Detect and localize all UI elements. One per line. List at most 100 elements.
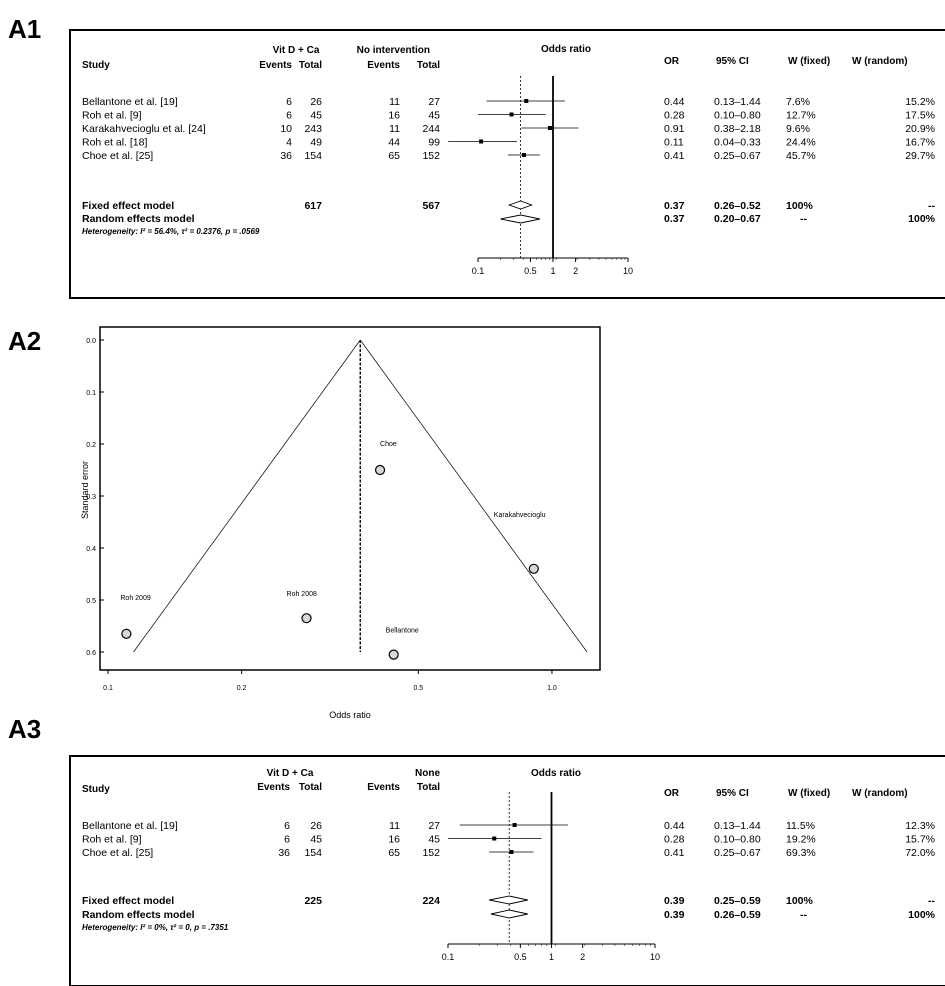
a1-row-e1: 4 — [286, 137, 292, 149]
a1-row-n1: 49 — [310, 137, 322, 149]
a1-row-wf: 45.7% — [786, 150, 816, 162]
a1-tick-label: 10 — [623, 266, 633, 276]
a2-plot-area — [99, 326, 601, 671]
a1-random-wf: -- — [800, 213, 807, 225]
a1-row-n2: 27 — [428, 96, 440, 108]
a1-tick-label: 0.5 — [524, 266, 537, 276]
a3-row-e1: 36 — [278, 847, 290, 859]
a3-header-wfixed: W (fixed) — [788, 788, 830, 799]
a3-tick-label: 1 — [549, 952, 554, 962]
a3-row-wr: 15.7% — [905, 834, 935, 846]
a1-row-or: 0.28 — [664, 110, 685, 122]
panel-label-a2: A2 — [8, 326, 42, 356]
a1-row-or: 0.91 — [664, 123, 685, 135]
a2-point-label: Roh 2008 — [287, 591, 317, 598]
a1-random-ci: 0.20–0.67 — [714, 213, 761, 225]
a3-rows: Bellantone et al. [19] 6 26 11 27 0.44 0.13–1.… — [82, 820, 935, 859]
a3-row-wf: 69.3% — [786, 847, 816, 859]
a3-fixed-n2: 224 — [422, 895, 440, 907]
a1-point-estimate — [547, 126, 552, 130]
a1-row-or: 0.44 — [664, 96, 685, 108]
a1-fixed-n2: 567 — [422, 200, 440, 212]
a1-point-estimate — [521, 153, 526, 157]
a2-xlabel: Odds ratio — [329, 710, 371, 720]
a3-row-wf: 19.2% — [786, 834, 816, 846]
a1-row-wr: 29.7% — [905, 150, 935, 162]
a1-row-name: Karakahvecioglu et al. [24] — [82, 123, 206, 135]
a2-y-tick-label: 0.5 — [86, 598, 96, 605]
a1-rows: Bellantone et al. [19] 6 26 11 27 0.44 0.13–1.… — [82, 96, 935, 162]
a1-row-e1: 6 — [286, 110, 292, 122]
a1-random-diamond — [500, 214, 541, 224]
a1-fixed-label: Fixed effect model — [82, 200, 174, 212]
a1-row-wf: 24.4% — [786, 137, 816, 149]
a3-header-odds-ratio: Odds ratio — [531, 768, 581, 779]
a3-random-diamond — [490, 909, 528, 919]
a1-tick-label: 0.1 — [472, 266, 485, 276]
a3-header-total1: Total — [299, 782, 322, 793]
a2-y-tick-label: 0.0 — [86, 338, 96, 345]
a1-row-or: 0.11 — [664, 137, 684, 149]
a3-fixed-n1: 225 — [304, 895, 322, 907]
a1-row-name: Roh et al. [9] — [82, 110, 142, 122]
a1-row-e1: 10 — [280, 123, 292, 135]
a1-row-ci: 0.13–1.44 — [714, 96, 761, 108]
a3-row-name: Bellantone et al. [19] — [82, 820, 178, 832]
a3-fixed-wf: 100% — [786, 895, 814, 907]
a1-header-group2: No intervention — [357, 45, 430, 56]
a3-header-wrandom: W (random) — [852, 788, 908, 799]
a2-funnel-right-edge — [359, 339, 588, 653]
a1-row-wf: 12.7% — [786, 110, 816, 122]
a3-row-e1: 6 — [284, 834, 290, 846]
a1-row-n1: 243 — [304, 123, 322, 135]
a3-fixed-ci: 0.25–0.59 — [714, 895, 761, 907]
a1-row-n2: 152 — [422, 150, 440, 162]
a1-row-name: Roh et al. [18] — [82, 137, 147, 149]
a3-random-ci: 0.26–0.59 — [714, 909, 761, 921]
a3-fixed-or: 0.39 — [664, 895, 685, 907]
a3-row-ci: 0.25–0.67 — [714, 847, 761, 859]
a1-random-or: 0.37 — [664, 213, 685, 225]
a2-x-tick-label: 0.2 — [237, 685, 247, 692]
a1-row-name: Bellantone et al. [19] — [82, 96, 178, 108]
a1-header-or: OR — [664, 56, 680, 67]
a3-header-ci: 95% CI — [716, 788, 749, 799]
a3-header-or: OR — [664, 788, 680, 799]
a1-row-wr: 17.5% — [905, 110, 935, 122]
a3-header-events1: Events — [257, 782, 290, 793]
panel-label-a1: A1 — [8, 14, 42, 44]
a3-row-n2: 27 — [428, 820, 440, 832]
a2-y-tick-label: 0.6 — [86, 650, 96, 657]
funnel-plot-a2: 0.0 0.1 0.2 0.3 0.4 0.5 0.6 0.1 0.2 0.5 1.0 Choe Ka… — [80, 326, 601, 720]
a3-row-n2: 45 — [428, 834, 440, 846]
a2-study-point — [301, 613, 312, 624]
a2-study-point — [388, 649, 399, 660]
a1-plot: 0.1 0.5 1 2 10 — [448, 76, 633, 276]
a1-row-e2: 11 — [389, 123, 400, 135]
a3-row-n1: 26 — [310, 820, 322, 832]
a1-row-n2: 244 — [422, 123, 440, 135]
a2-ylabel: Standard error — [80, 461, 90, 519]
a3-row-wr: 12.3% — [905, 820, 935, 832]
a1-row-n1: 154 — [304, 150, 322, 162]
a1-row-wf: 7.6% — [786, 96, 810, 108]
a3-row-ci: 0.10–0.80 — [714, 834, 761, 846]
a1-row-ci: 0.38–2.18 — [714, 123, 761, 135]
a1-point-estimate — [479, 139, 484, 144]
a1-fixed-wf: 100% — [786, 200, 814, 212]
a1-row-ci: 0.25–0.67 — [714, 150, 761, 162]
a2-y-tick-label: 0.2 — [86, 442, 96, 449]
a3-row-e2: 11 — [389, 820, 400, 832]
a1-header-total2: Total — [417, 60, 440, 71]
a1-header-wrandom: W (random) — [852, 56, 908, 67]
a3-row-e2: 16 — [388, 834, 400, 846]
a2-point-label: Choe — [380, 441, 397, 448]
a2-point-label: Roh 2009 — [120, 595, 150, 602]
a3-row-or: 0.28 — [664, 834, 685, 846]
a3-row-e1: 6 — [284, 820, 290, 832]
a1-header-group1: Vit D + Ca — [273, 45, 320, 56]
a1-row-wr: 20.9% — [905, 123, 935, 135]
a3-fixed-label: Fixed effect model — [82, 895, 174, 907]
a2-study-point — [528, 563, 539, 574]
